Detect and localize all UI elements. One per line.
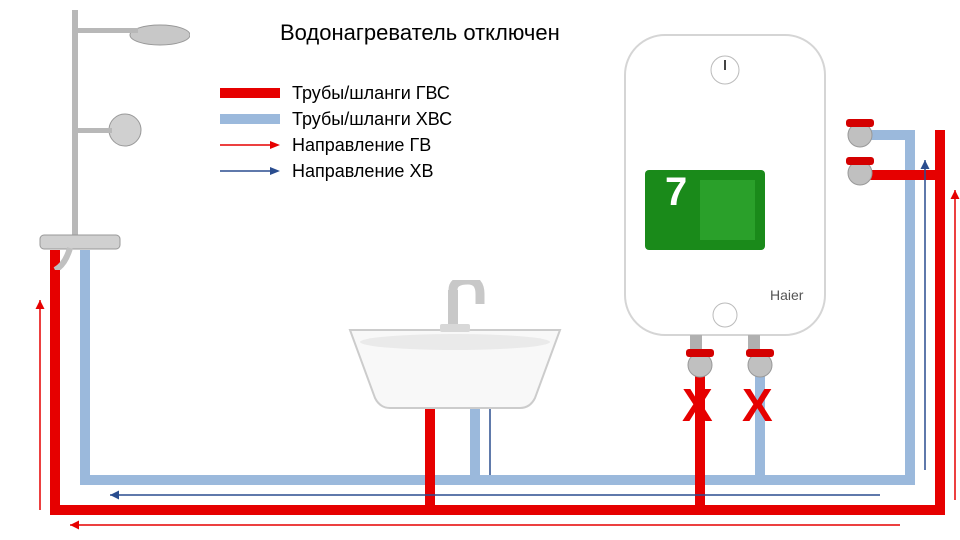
water-heater: 7 Haier bbox=[620, 30, 830, 350]
shower-fixture bbox=[10, 10, 190, 270]
heater-hot-valve bbox=[686, 349, 714, 377]
svg-text:7: 7 bbox=[665, 170, 687, 214]
supply-hot-valve bbox=[846, 157, 874, 185]
supply-valves bbox=[840, 115, 900, 190]
supply-cold-valve bbox=[846, 119, 874, 147]
closed-mark-cold: X bbox=[742, 382, 773, 428]
svg-text:Haier: Haier bbox=[770, 287, 804, 303]
heater-cold-valve bbox=[746, 349, 774, 377]
sink-fixture bbox=[330, 280, 580, 410]
closed-mark-hot: X bbox=[682, 382, 713, 428]
